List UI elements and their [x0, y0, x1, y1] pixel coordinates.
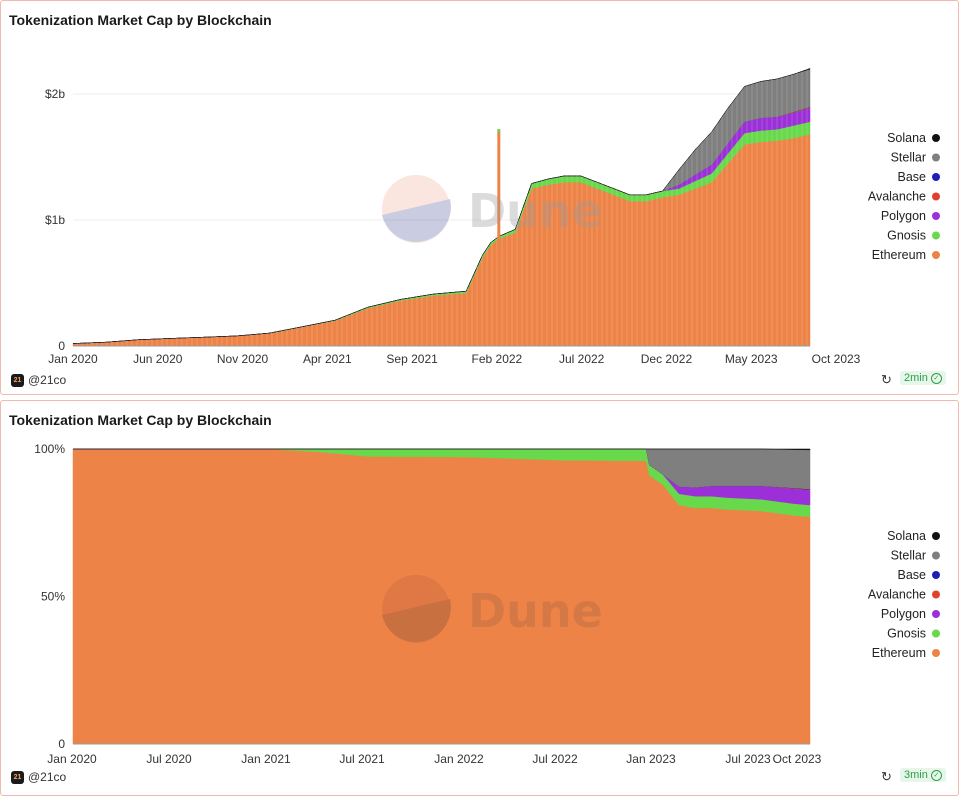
bar-texture — [76, 31, 808, 346]
legend-label-base[interactable]: Base — [898, 568, 927, 582]
spike-bar — [497, 129, 501, 346]
market-share-chart: 0 50% 100% Jan 2020 Jul 2020 Jan 2021 Jul 2021… — [34, 442, 940, 766]
author-avatar: 21 — [11, 770, 24, 784]
author-link[interactable]: 21 @21co — [11, 373, 66, 387]
legend-swatch-avalanche[interactable] — [932, 590, 940, 599]
chart-title: Tokenization Market Cap by Blockchain — [9, 412, 272, 428]
series-area-solana[interactable] — [73, 448, 811, 451]
legend-label-polygon[interactable]: Polygon — [881, 209, 926, 223]
x-tick-label: Oct 2023 — [773, 752, 822, 766]
x-tick-label: Jan 2022 — [434, 752, 484, 766]
x-tick-label: May 2023 — [725, 352, 778, 366]
legend-label-solana[interactable]: Solana — [887, 131, 926, 145]
refresh-time: 3min — [904, 769, 928, 781]
legend-swatch-solana[interactable] — [932, 532, 940, 540]
author-link[interactable]: 21 @21co — [11, 770, 66, 784]
refresh-time: 2min — [904, 372, 928, 384]
x-tick-label: Jan 2021 — [241, 752, 291, 766]
chart-title: Tokenization Market Cap by Blockchain — [9, 12, 272, 28]
watermark-text: Dune — [468, 184, 603, 238]
chart-panel-share: Tokenization Market Cap by Blockchain 0 5… — [0, 400, 959, 796]
x-tick-label: Feb 2022 — [472, 352, 523, 366]
x-tick-label: Jun 2020 — [133, 352, 183, 366]
x-tick-label: Jan 2020 — [47, 752, 97, 766]
refresh-time-badge: 3min ✓ — [900, 768, 946, 782]
x-tick-label: Jan 2023 — [626, 752, 676, 766]
x-tick-label: Sep 2021 — [386, 352, 438, 366]
check-icon: ✓ — [930, 769, 942, 781]
watermark-text: Dune — [468, 584, 603, 638]
author-name: @21co — [28, 770, 67, 784]
legend-label-stellar[interactable]: Stellar — [891, 151, 926, 165]
legend-swatch-ethereum[interactable] — [932, 649, 940, 657]
legend-swatch-polygon[interactable] — [932, 610, 940, 618]
legend-label-solana[interactable]: Solana — [887, 529, 926, 543]
author-avatar: 21 — [11, 373, 24, 387]
y-tick-label: 50% — [41, 590, 65, 604]
legend-label-ethereum[interactable]: Ethereum — [872, 646, 926, 660]
legend-label-stellar[interactable]: Stellar — [891, 549, 926, 563]
x-tick-label: Oct 2023 — [812, 352, 861, 366]
y-tick-label: 0 — [58, 339, 65, 353]
legend-label-gnosis[interactable]: Gnosis — [887, 229, 926, 243]
legend-swatch-ethereum[interactable] — [932, 251, 940, 259]
x-tick-label: Dec 2022 — [641, 352, 693, 366]
legend-swatch-base[interactable] — [932, 173, 940, 181]
x-tick-label: Jan 2020 — [48, 352, 98, 366]
chart-panel-market-cap: Tokenization Market Cap by Blockchain 0 $… — [0, 0, 959, 395]
y-tick-label: $1b — [45, 213, 65, 227]
x-tick-label: Jul 2021 — [339, 752, 385, 766]
x-tick-label: Jul 2022 — [559, 352, 605, 366]
dune-watermark: Dune — [382, 575, 603, 643]
dune-watermark: Dune — [382, 175, 603, 243]
x-tick-label: Jul 2023 — [725, 752, 771, 766]
legend-swatch-avalanche[interactable] — [932, 192, 940, 201]
y-tick-label: $2b — [45, 87, 65, 101]
refresh-time-badge: 2min ✓ — [900, 371, 946, 385]
check-icon: ✓ — [930, 372, 942, 384]
x-tick-label: Jul 2020 — [146, 752, 192, 766]
x-tick-label: Nov 2020 — [217, 352, 269, 366]
legend-label-base[interactable]: Base — [898, 170, 927, 184]
legend-swatch-stellar[interactable] — [932, 153, 940, 162]
legend-label-avalanche[interactable]: Avalanche — [868, 588, 926, 602]
legend-label-polygon[interactable]: Polygon — [881, 607, 926, 621]
spike-bar-top — [497, 129, 501, 133]
legend-label-avalanche[interactable]: Avalanche — [868, 190, 926, 204]
y-tick-label: 0 — [58, 737, 65, 751]
y-tick-label: 100% — [34, 442, 65, 456]
series-area-solana[interactable] — [72, 68, 811, 344]
legend-swatch-solana[interactable] — [932, 134, 940, 142]
author-name: @21co — [28, 373, 67, 387]
legend-swatch-polygon[interactable] — [932, 212, 940, 220]
legend-label-ethereum[interactable]: Ethereum — [872, 248, 926, 262]
refresh-icon[interactable]: ↻ — [881, 769, 892, 784]
legend-swatch-stellar[interactable] — [932, 551, 940, 560]
market-cap-chart: 0 $1b $2b Jan 2020 Jun 2020 Nov 2020 Apr 2021 S… — [45, 31, 940, 366]
legend-label-gnosis[interactable]: Gnosis — [887, 627, 926, 641]
legend-swatch-gnosis[interactable] — [932, 629, 940, 638]
legend-swatch-gnosis[interactable] — [932, 231, 940, 240]
x-tick-label: Jul 2022 — [532, 752, 578, 766]
refresh-icon[interactable]: ↻ — [881, 372, 892, 387]
x-tick-label: Apr 2021 — [303, 352, 352, 366]
legend-swatch-base[interactable] — [932, 571, 940, 579]
